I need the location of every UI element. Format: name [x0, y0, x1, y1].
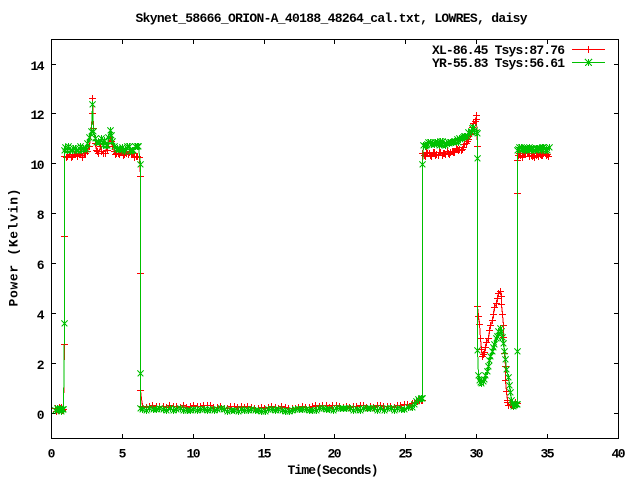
svg-text:8: 8 — [37, 208, 45, 223]
svg-text:10: 10 — [187, 447, 201, 462]
svg-text:30: 30 — [470, 447, 484, 462]
svg-text:XL-86.45 Tsys:87.76: XL-86.45 Tsys:87.76 — [432, 43, 565, 58]
svg-text:Skynet_58666_ORION-A_40188_482: Skynet_58666_ORION-A_40188_48264_cal.txt… — [136, 11, 528, 26]
svg-text:YR-55.83 Tsys:56.61: YR-55.83 Tsys:56.61 — [432, 56, 565, 71]
svg-text:Power (Kelvin): Power (Kelvin) — [7, 189, 22, 307]
svg-text:40: 40 — [612, 447, 626, 462]
svg-text:4: 4 — [37, 308, 45, 323]
svg-text:5: 5 — [119, 447, 127, 462]
svg-text:6: 6 — [37, 258, 45, 273]
svg-text:20: 20 — [328, 447, 342, 462]
svg-text:14: 14 — [31, 59, 45, 74]
svg-text:Time(Seconds): Time(Seconds) — [288, 463, 379, 478]
svg-text:0: 0 — [37, 408, 45, 423]
svg-text:35: 35 — [541, 447, 555, 462]
svg-text:15: 15 — [258, 447, 272, 462]
svg-text:12: 12 — [31, 108, 45, 123]
svg-text:25: 25 — [399, 447, 413, 462]
svg-text:0: 0 — [48, 447, 56, 462]
svg-text:2: 2 — [37, 358, 45, 373]
svg-text:10: 10 — [31, 158, 45, 173]
